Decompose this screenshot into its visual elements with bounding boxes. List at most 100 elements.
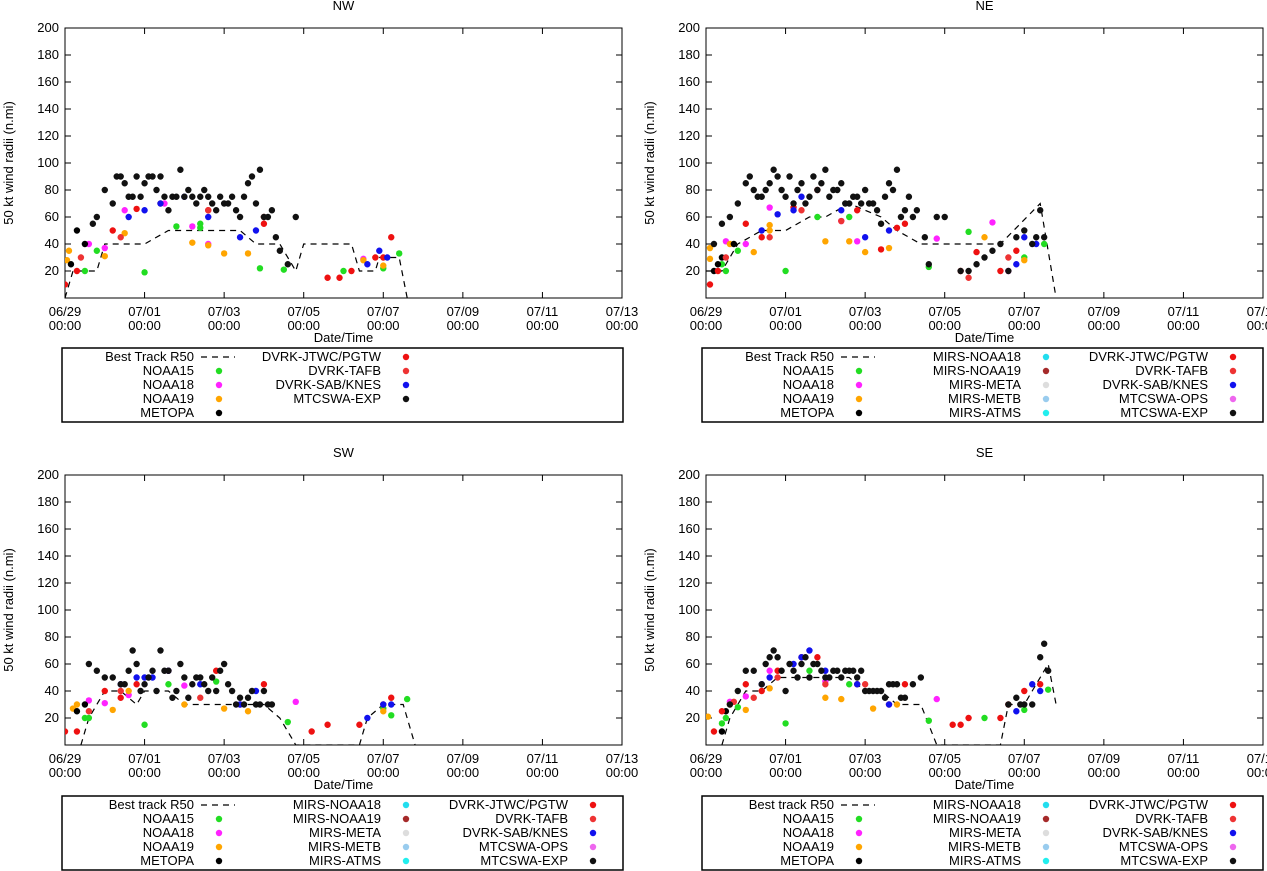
point-mtcswa-exp xyxy=(790,667,797,674)
point-dvrk-jtwc-pgtw xyxy=(758,234,765,241)
legend-label: NOAA15 xyxy=(783,363,834,378)
point-mtcswa-exp xyxy=(774,173,781,180)
x-tick-label-time: 00:00 xyxy=(49,318,82,333)
point-mtcswa-exp xyxy=(1021,227,1028,234)
y-tick-label: 100 xyxy=(678,602,700,617)
point-noaa15 xyxy=(965,228,972,236)
y-tick-label: 140 xyxy=(37,548,59,563)
x-tick-label-time: 00:00 xyxy=(1167,318,1200,333)
legend-point-swatch xyxy=(402,843,410,851)
point-mtcswa-exp xyxy=(228,687,236,695)
x-tick-label-time: 00:00 xyxy=(208,765,241,780)
point-mtcswa-exp xyxy=(877,687,885,695)
point-dvrk-jtwc-pgtw xyxy=(1013,247,1020,254)
point-dvrk-sab-knes xyxy=(133,674,140,681)
point-dvrk-tafb xyxy=(766,234,773,241)
point-dvrk-tafb xyxy=(750,694,757,701)
point-mtcswa-exp xyxy=(1037,207,1044,214)
legend-label: MIRS-ATMS xyxy=(949,853,1021,868)
point-mtcswa-exp xyxy=(877,220,885,227)
point-mtcswa-exp xyxy=(205,687,212,695)
panel-nw: NW2040608010012014016018020006/2900:0007… xyxy=(1,0,638,423)
point-noaa15 xyxy=(782,720,789,727)
point-mtcswa-exp xyxy=(770,647,777,654)
point-mtcswa-exp xyxy=(236,213,244,221)
y-tick-label: 40 xyxy=(686,683,700,698)
point-mtcswa-exp xyxy=(268,207,276,214)
legend-label: NOAA19 xyxy=(143,391,194,406)
panel-se: SE2040608010012014016018020006/2900:0007… xyxy=(642,445,1267,871)
point-noaa19 xyxy=(1021,257,1028,264)
point-mtcswa-exp xyxy=(1040,640,1048,647)
point-dvrk-jtwc-pgtw xyxy=(742,220,749,227)
point-mtcswa-exp xyxy=(758,681,765,688)
plot-title: SE xyxy=(976,445,994,460)
y-tick-label: 120 xyxy=(678,575,700,590)
point-mtcswa-exp xyxy=(181,674,188,681)
point-noaa19 xyxy=(205,242,212,249)
point-noaa19 xyxy=(706,255,714,263)
x-tick-label-date: 07/13 xyxy=(1247,751,1267,766)
point-noaa15 xyxy=(846,681,853,688)
point-metopa xyxy=(73,227,81,234)
legend-box xyxy=(61,347,624,423)
point-noaa19 xyxy=(706,713,712,720)
y-tick-label: 180 xyxy=(678,47,700,62)
point-mtcswa-exp xyxy=(193,200,200,207)
x-tick-label-time: 00:00 xyxy=(447,318,480,333)
x-tick-label-time: 00:00 xyxy=(49,765,82,780)
point-noaa19 xyxy=(181,701,188,708)
point-noaa19 xyxy=(885,244,893,252)
point-dvrk-sab-knes xyxy=(1021,234,1028,241)
x-tick-label-date: 06/29 xyxy=(690,751,723,766)
point-mtcswa-exp xyxy=(252,200,260,207)
point-mtcswa-exp xyxy=(921,234,929,241)
point-dvrk-tafb xyxy=(822,681,829,688)
point-dvrk-tafb xyxy=(117,234,124,241)
point-mtcswa-exp xyxy=(889,186,897,194)
point-noaa15 xyxy=(284,718,291,726)
point-dvrk-jtwc-pgtw xyxy=(324,274,331,281)
point-mtcswa-exp xyxy=(145,674,152,681)
point-noaa18 xyxy=(742,240,749,248)
legend-point-swatch xyxy=(1042,381,1050,389)
point-noaa19 xyxy=(750,248,757,256)
x-tick-label-date: 07/11 xyxy=(1168,751,1200,766)
legend-label: METOPA xyxy=(780,853,834,868)
point-metopa xyxy=(718,728,726,735)
x-tick-label-date: 07/01 xyxy=(128,304,161,319)
point-dvrk-jtwc-pgtw xyxy=(1037,681,1044,688)
y-tick-label: 40 xyxy=(45,683,59,698)
y-tick-label: 80 xyxy=(686,629,700,644)
point-mtcswa-exp xyxy=(185,694,192,701)
plot-frame xyxy=(705,474,1264,746)
point-dvrk-sab-knes xyxy=(364,714,371,722)
x-tick-label-date: 07/09 xyxy=(1088,751,1121,766)
point-noaa19 xyxy=(981,234,988,241)
legend-point-swatch xyxy=(589,857,597,865)
point-noaa15 xyxy=(782,267,789,275)
x-tick-label-time: 00:00 xyxy=(1167,765,1200,780)
point-dvrk-jtwc-pgtw xyxy=(101,687,108,695)
point-noaa19 xyxy=(380,262,387,269)
point-dvrk-jtwc-pgtw xyxy=(893,224,901,231)
point-noaa19 xyxy=(360,257,367,264)
legend-label: DVRK-SAB/KNES xyxy=(1103,825,1209,840)
point-mtcswa-exp xyxy=(209,200,216,207)
point-metopa xyxy=(81,240,89,248)
y-tick-label: 160 xyxy=(678,521,700,536)
point-dvrk-tafb xyxy=(197,694,204,701)
x-tick-label-date: 07/11 xyxy=(527,751,559,766)
point-mtcswa-exp xyxy=(284,261,291,268)
x-tick-label-date: 07/05 xyxy=(287,751,320,766)
y-tick-label: 20 xyxy=(686,263,700,278)
point-mtcswa-exp xyxy=(766,654,773,661)
point-dvrk-sab-knes xyxy=(838,207,845,214)
point-mtcswa-exp xyxy=(129,647,136,654)
point-dvrk-jtwc-pgtw xyxy=(73,728,81,735)
point-mtcswa-exp xyxy=(850,667,857,674)
legend-point-swatch xyxy=(215,395,223,403)
x-tick-label-date: 07/07 xyxy=(1008,751,1041,766)
x-tick-label-date: 07/09 xyxy=(447,304,480,319)
point-mtcswa-exp xyxy=(989,247,996,254)
